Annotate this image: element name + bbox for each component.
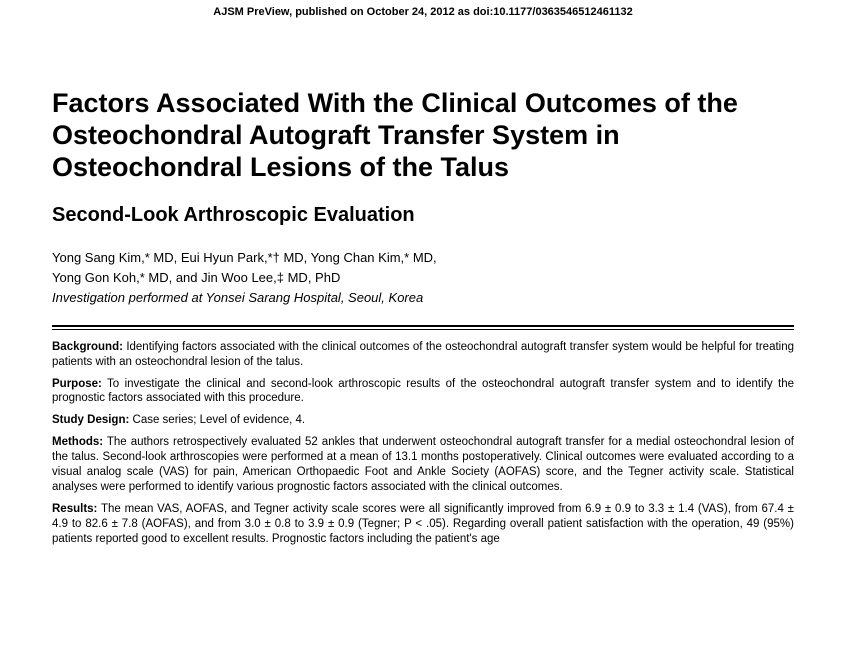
background-text: Identifying factors associated with the … [52,341,794,368]
affiliation: Investigation performed at Yonsei Sarang… [52,290,794,305]
article-content: Factors Associated With the Clinical Out… [0,18,846,547]
results-text: The mean VAS, AOFAS, and Tegner activity… [52,503,794,545]
article-title: Factors Associated With the Clinical Out… [52,88,794,184]
preview-header: AJSM PreView, published on October 24, 2… [0,0,846,18]
abstract-purpose: Purpose: To investigate the clinical and… [52,377,794,407]
abstract-background: Background: Identifying factors associat… [52,340,794,370]
purpose-text: To investigate the clinical and second-l… [52,378,794,405]
article-subtitle: Second-Look Arthroscopic Evaluation [52,204,794,227]
authors-line-1: Yong Sang Kim,* MD, Eui Hyun Park,*† MD,… [52,249,794,267]
abstract-results: Results: The mean VAS, AOFAS, and Tegner… [52,502,794,547]
divider-thin [52,329,794,330]
abstract-design: Study Design: Case series; Level of evid… [52,413,794,428]
abstract-methods: Methods: The authors retrospectively eva… [52,435,794,495]
background-label: Background: [52,341,123,353]
authors-line-2: Yong Gon Koh,* MD, and Jin Woo Lee,‡ MD,… [52,269,794,287]
design-text: Case series; Level of evidence, 4. [129,414,305,426]
methods-text: The authors retrospectively evaluated 52… [52,436,794,493]
results-label: Results: [52,503,97,515]
design-label: Study Design: [52,414,129,426]
purpose-label: Purpose: [52,378,102,390]
divider-thick [52,325,794,327]
methods-label: Methods: [52,436,103,448]
